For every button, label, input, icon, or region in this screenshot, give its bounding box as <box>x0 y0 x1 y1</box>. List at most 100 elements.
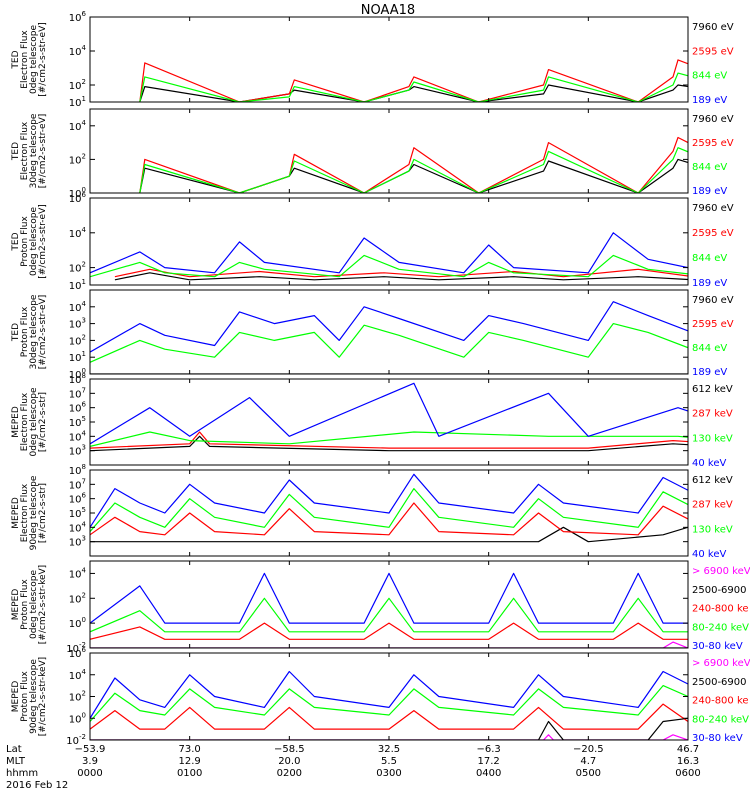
series-line-5 <box>90 572 688 624</box>
series-line-5 <box>90 670 688 719</box>
x-tick-label: 0100 <box>177 768 202 779</box>
x-axis-row-label: Lat <box>6 744 22 755</box>
y-axis-label-line: 0deg telescope <box>29 570 39 640</box>
y-axis-label-line: MEPED <box>11 589 21 621</box>
y-tick-label: 104 <box>69 226 87 240</box>
y-tick-label: 108 <box>69 372 86 386</box>
x-tick-label: 0500 <box>576 768 601 779</box>
x-tick-label: 3.9 <box>82 756 98 767</box>
x-tick-label: 17.2 <box>478 756 500 767</box>
series-line-3 <box>90 431 688 447</box>
y-axis-label-line: [#/cm2-s-str-eV] <box>38 204 48 279</box>
legend-entry: 612 keV <box>692 475 733 486</box>
y-axis-label-line: [#/cm2-s-str] <box>38 483 48 543</box>
legend-entry: 7960 eV <box>692 295 734 306</box>
x-tick-label: −20.5 <box>573 744 604 755</box>
legend-entry: 40 keV <box>692 549 726 560</box>
y-axis-label-line: TED <box>11 50 21 69</box>
y-tick-label: 106 <box>69 646 87 660</box>
series-line-4 <box>90 473 688 528</box>
panel-series-group <box>90 572 688 648</box>
y-axis-label-line: [#/cm2-s-str-eV] <box>38 295 48 370</box>
y-axis-label-line: MEPED <box>11 497 21 529</box>
x-tick-label: 0000 <box>77 768 102 779</box>
panel-series-group <box>139 136 688 193</box>
y-axis-label-line: 90deg telescope <box>29 659 39 734</box>
y-tick-label: 101 <box>69 350 86 364</box>
x-tick-label: 5.5 <box>381 756 397 767</box>
y-axis-label-line: Proton Flux <box>20 579 30 630</box>
series-line-3 <box>90 323 688 363</box>
y-tick-label: 10-2 <box>66 733 86 747</box>
y-axis-label-line: [#/cm2-s-str] <box>38 392 48 452</box>
y-axis-label-line: Electron Flux <box>20 483 30 542</box>
series-line-2 <box>90 717 688 740</box>
legend-entry: 844 eV <box>692 253 727 264</box>
legend-entry: > 6900 keV <box>692 658 750 669</box>
legend-entry: 189 eV <box>692 95 727 106</box>
legend-entry: 2595 eV <box>692 228 734 239</box>
legend-entry: 2595 eV <box>692 319 734 330</box>
legend-entry: 130 keV <box>692 433 733 444</box>
y-tick-label: 103 <box>69 444 86 458</box>
legend-entry: 189 eV <box>692 367 727 378</box>
x-axis-row-label: hhmm <box>6 768 38 779</box>
panel-3: 106 104 102 101 TED Proton Flux 0deg telescope… <box>11 191 734 292</box>
y-tick-label: 105 <box>69 415 86 429</box>
y-tick-label: 106 <box>69 10 87 24</box>
panel-series-group <box>90 473 688 543</box>
series-line-1 <box>90 435 688 452</box>
y-tick-label: 102 <box>69 591 86 605</box>
y-axis-label-line: 30deg telescope <box>29 113 39 188</box>
y-tick-label: 102 <box>69 261 86 275</box>
legend-entry: 30-80 keV <box>692 641 743 652</box>
x-tick-label: −58.5 <box>274 744 305 755</box>
y-tick-label: 104 <box>69 119 87 133</box>
legend-entry: 189 eV <box>692 186 727 197</box>
y-tick-label: 103 <box>69 317 86 331</box>
panel-4: 104 103 102 101 100 TED Proton Flux 30deg teles… <box>11 289 734 381</box>
series-line-4 <box>90 597 688 633</box>
series-line-3 <box>139 72 688 102</box>
y-tick-label: 107 <box>69 386 86 400</box>
legend-entry: 844 eV <box>692 343 727 354</box>
series-line-3 <box>139 147 688 193</box>
series-line-4 <box>90 684 688 722</box>
y-tick-label: 102 <box>69 690 86 704</box>
series-line-3 <box>90 254 688 278</box>
y-axis-label-line: Electron Flux <box>20 121 30 180</box>
legend-entry: 2595 eV <box>692 46 734 57</box>
y-axis-label-line: [#/cm2-s-str-keV] <box>38 565 48 644</box>
legend-entry: 240-800 ke <box>692 604 749 615</box>
y-tick-label: 100 <box>69 711 86 725</box>
legend-entry: 40 keV <box>692 458 726 469</box>
series-line-1 <box>90 641 688 648</box>
legend-entry: 2500-6900 <box>692 585 747 596</box>
x-tick-label: −53.9 <box>75 744 106 755</box>
panel-series-group <box>139 59 688 102</box>
y-axis-label-line: TED <box>11 142 21 161</box>
x-tick-label: 32.5 <box>378 744 400 755</box>
series-line-2 <box>90 502 688 536</box>
series-line-2 <box>139 59 688 102</box>
x-tick-label: 46.7 <box>677 744 699 755</box>
legend-entry: 189 eV <box>692 278 727 289</box>
x-tick-label: 16.3 <box>677 756 699 767</box>
series-line-1 <box>90 734 688 740</box>
y-tick-label: 105 <box>69 506 86 520</box>
legend-entry: 2500-6900 <box>692 677 747 688</box>
y-axis-label-line: Electron Flux <box>20 392 30 451</box>
y-axis-label-line: MEPED <box>11 406 21 438</box>
panel-series-group <box>90 382 688 452</box>
y-tick-label: 103 <box>69 535 86 549</box>
series-line-4 <box>90 382 688 445</box>
y-tick-label: 106 <box>69 401 87 415</box>
y-tick-label: 10-2 <box>66 641 86 655</box>
y-axis-label-line: TED <box>11 232 21 251</box>
panel-series-group <box>90 232 688 281</box>
x-tick-label: −6.3 <box>477 744 501 755</box>
y-axis-label-line: Proton Flux <box>20 671 30 722</box>
y-tick-label: 104 <box>69 300 87 314</box>
